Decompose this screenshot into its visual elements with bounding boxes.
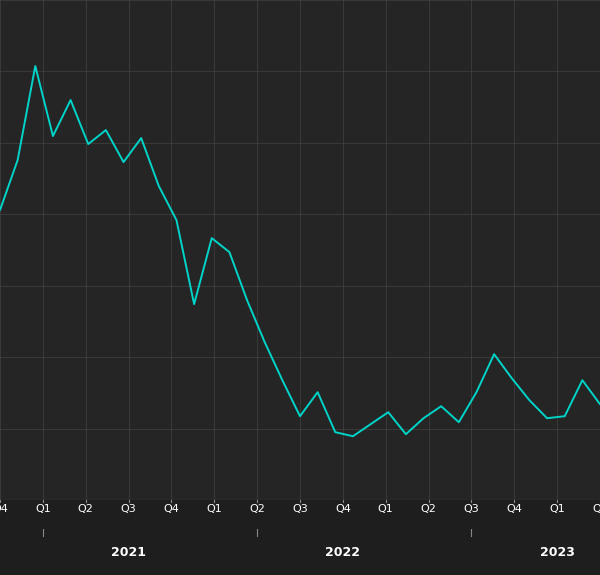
Text: Q2: Q2 [249, 504, 265, 514]
Text: 2022: 2022 [325, 546, 361, 558]
Text: Q1: Q1 [35, 504, 51, 514]
Text: Q2: Q2 [592, 504, 600, 514]
Text: Q1: Q1 [378, 504, 394, 514]
Text: Q1: Q1 [206, 504, 222, 514]
Text: Q4: Q4 [335, 504, 351, 514]
Text: Q4: Q4 [0, 504, 8, 514]
Text: 2021: 2021 [111, 546, 146, 558]
Text: Q4: Q4 [163, 504, 179, 514]
Text: Q2: Q2 [78, 504, 94, 514]
Text: 2023: 2023 [540, 546, 575, 558]
Text: Q3: Q3 [292, 504, 308, 514]
Text: Q1: Q1 [549, 504, 565, 514]
Text: Q4: Q4 [506, 504, 522, 514]
Text: Q3: Q3 [121, 504, 136, 514]
Text: Q2: Q2 [421, 504, 437, 514]
Text: Q3: Q3 [464, 504, 479, 514]
